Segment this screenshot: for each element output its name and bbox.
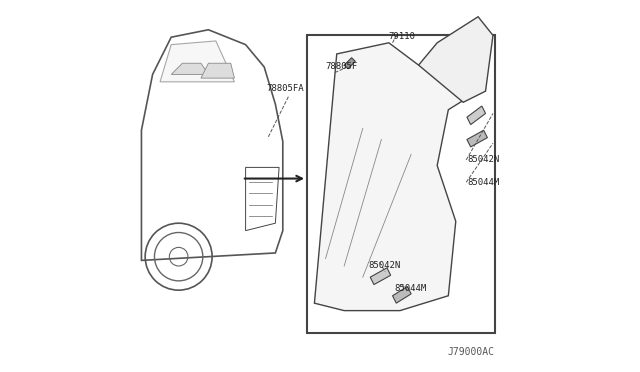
PathPatch shape [172, 63, 209, 74]
PathPatch shape [467, 130, 488, 147]
PathPatch shape [201, 63, 234, 78]
Text: 78805F: 78805F [326, 62, 358, 71]
Text: 85042N: 85042N [369, 262, 401, 270]
Text: 85042N: 85042N [467, 155, 499, 164]
PathPatch shape [370, 268, 390, 285]
PathPatch shape [314, 43, 478, 311]
Text: J79000AC: J79000AC [448, 347, 495, 357]
Bar [307, 35, 495, 333]
Text: 78805FA: 78805FA [266, 84, 304, 93]
PathPatch shape [392, 286, 411, 303]
Text: 79110: 79110 [389, 32, 416, 41]
PathPatch shape [467, 106, 486, 125]
PathPatch shape [160, 41, 234, 82]
PathPatch shape [344, 58, 355, 69]
Text: 85044M: 85044M [467, 178, 499, 187]
Text: 85044M: 85044M [394, 284, 427, 293]
PathPatch shape [419, 17, 493, 102]
